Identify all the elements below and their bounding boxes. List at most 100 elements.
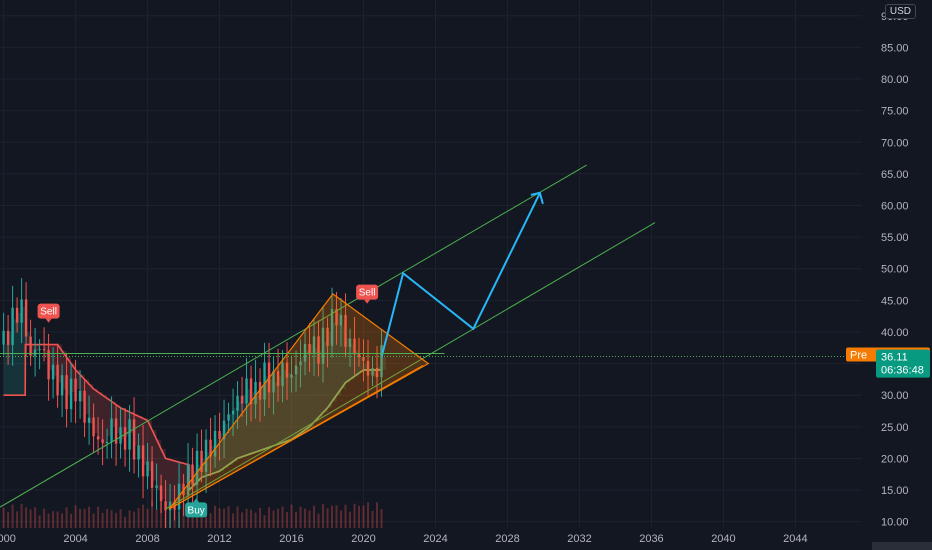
- candle-body: [60, 375, 64, 396]
- triangle-pattern[interactable]: [168, 293, 430, 510]
- candle-body: [258, 381, 262, 400]
- volume-bar: [70, 513, 73, 528]
- volume-bar: [277, 508, 280, 528]
- candle-body: [366, 360, 370, 376]
- time-tick-label: 2004: [63, 533, 87, 545]
- ribbon-fill: [206, 452, 211, 476]
- ribbon-fill: [143, 418, 148, 465]
- ribbon-fill: [21, 306, 27, 396]
- volume-bar: [137, 508, 140, 528]
- price-tick-label: 15.00: [881, 485, 909, 497]
- volume-bar: [272, 510, 275, 528]
- ribbon-fill: [309, 344, 315, 427]
- candle-body: [150, 461, 154, 488]
- ribbon-fill: [314, 347, 319, 423]
- candle-body: [119, 427, 122, 444]
- volume-bar: [227, 506, 230, 528]
- candle-body: [213, 430, 217, 457]
- volume-bar: [281, 506, 284, 528]
- ribbon-fill: [341, 325, 346, 389]
- candle-body: [114, 418, 118, 444]
- ribbon-fill: [219, 433, 225, 472]
- ribbon-fill: [102, 395, 108, 446]
- volume-bar: [74, 505, 77, 528]
- volume-bar: [380, 509, 383, 528]
- candlestick-series: [2, 278, 383, 532]
- ribbon-fill: [57, 344, 63, 383]
- time-tick-label: 2000: [0, 533, 16, 545]
- time-axis-panel[interactable]: [0, 528, 932, 550]
- volume-bar: [133, 511, 136, 528]
- ribbon-fill: [332, 322, 337, 402]
- ribbon-fill: [98, 392, 103, 440]
- candle-body: [15, 307, 19, 323]
- volume-bar: [119, 509, 122, 528]
- volume-bar: [313, 505, 316, 528]
- ribbon-fill: [116, 404, 121, 434]
- candle-body: [200, 450, 203, 472]
- time-axis[interactable]: 2000 2004 2008 2012 2016 2020 2024 2028 2032 2036…: [0, 533, 808, 545]
- ribbon-fill: [291, 376, 297, 440]
- candle-body: [231, 410, 235, 415]
- trailing-stop-ribbon: [3, 306, 387, 510]
- volume-bar: [92, 513, 95, 528]
- volume-bar: [83, 508, 86, 528]
- time-axis-scrollbar[interactable]: [872, 542, 932, 550]
- signal-badge: [356, 284, 379, 300]
- ribbon-fill: [71, 363, 76, 393]
- volume-bar: [29, 509, 32, 528]
- volume-bar: [205, 506, 208, 528]
- price-tick-label: 30.00: [881, 390, 909, 402]
- volume-bar: [38, 515, 41, 528]
- volume-bar: [263, 515, 266, 528]
- currency-button[interactable]: USD: [884, 4, 916, 19]
- stop-line-up: [188, 369, 382, 491]
- volume-bar: [317, 513, 320, 528]
- candle-body: [42, 348, 46, 351]
- candle-body: [65, 375, 68, 410]
- channel-upper-line[interactable]: [0, 164, 587, 508]
- price-axis[interactable]: 90.0085.0080.0075.0070.0065.0060.0055.00…: [881, 11, 909, 529]
- triangle-inner-line[interactable]: [168, 365, 424, 510]
- signal-label: Sell: [40, 307, 57, 318]
- volume-bar: [47, 513, 50, 528]
- channel-lower-line[interactable]: [165, 222, 656, 510]
- time-tick-label: 2044: [783, 533, 807, 545]
- candle-body: [29, 336, 32, 356]
- ribbon-fill: [75, 369, 81, 389]
- candle-body: [159, 485, 163, 502]
- price-tick-label: 60.00: [881, 201, 909, 213]
- price-axis-panel[interactable]: [862, 0, 932, 532]
- ribbon-fill: [318, 350, 324, 418]
- volume-bar: [322, 503, 325, 528]
- volume-bar: [218, 508, 221, 528]
- ribbon-fill: [197, 464, 202, 482]
- ribbon-fill: [228, 414, 234, 465]
- candle-body: [339, 314, 343, 326]
- drawing-layer[interactable]: [0, 164, 862, 510]
- ribbon-fill: [107, 398, 112, 437]
- signal-badge: [37, 303, 60, 319]
- ribbon-fill: [3, 344, 9, 396]
- volume-bar: [376, 502, 379, 528]
- candle-body: [92, 417, 95, 437]
- price-tick-label: 45.00: [881, 295, 909, 307]
- projection-path[interactable]: [380, 192, 541, 358]
- candle-body: [123, 427, 127, 450]
- volume-bar: [61, 513, 64, 528]
- candle-body: [137, 445, 140, 460]
- volume-bar: [367, 502, 370, 528]
- candle-body: [74, 378, 77, 402]
- signal-label: Buy: [188, 505, 205, 516]
- volume-bar: [79, 508, 82, 528]
- volume-bar: [110, 510, 113, 528]
- time-tick-label: 2024: [423, 533, 447, 545]
- ribbon-fill: [188, 464, 193, 478]
- candle-body: [87, 417, 91, 423]
- volume-bar: [326, 508, 329, 528]
- candle-body: [69, 378, 73, 410]
- ribbon-fill: [156, 439, 162, 491]
- ribbon-fill: [170, 459, 175, 506]
